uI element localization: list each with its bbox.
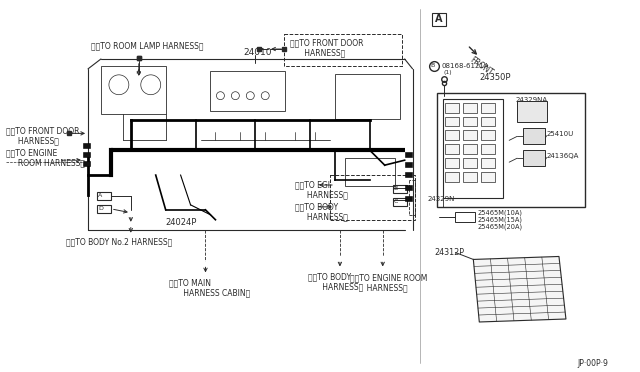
Bar: [445, 144, 460, 154]
Bar: [444, 99, 503, 198]
Text: A: A: [98, 193, 102, 198]
Bar: [83, 152, 90, 157]
Bar: [445, 131, 460, 140]
Bar: [445, 103, 460, 113]
Text: Ⓓ〈TO ENGINE ROOM
       HARNESS〉: Ⓓ〈TO ENGINE ROOM HARNESS〉: [350, 273, 428, 293]
Polygon shape: [474, 256, 566, 322]
Bar: [463, 172, 477, 182]
Bar: [83, 143, 90, 148]
Bar: [481, 131, 495, 140]
Text: 24350P: 24350P: [479, 73, 511, 82]
Text: FRONT: FRONT: [468, 55, 495, 77]
Bar: [404, 152, 412, 157]
Text: Ⓙ〈TO BODY
      HARNESS〉: Ⓙ〈TO BODY HARNESS〉: [308, 272, 364, 292]
Text: A: A: [435, 14, 442, 24]
Bar: [456, 212, 476, 222]
Text: Ⓛ〈TO FRONT DOOR
      HARNESS〉: Ⓛ〈TO FRONT DOOR HARNESS〉: [290, 38, 364, 58]
Bar: [404, 185, 412, 190]
Text: 25465M(20A): 25465M(20A): [477, 224, 522, 230]
Bar: [523, 128, 545, 144]
Bar: [211, 71, 285, 110]
Text: B: B: [394, 186, 398, 191]
Text: JP·00P·9: JP·00P·9: [578, 359, 609, 368]
Text: 24136QA: 24136QA: [547, 153, 579, 159]
Text: Ⓘ〈TO BODY
     HARNESS〉: Ⓘ〈TO BODY HARNESS〉: [295, 202, 348, 221]
Bar: [404, 196, 412, 201]
Bar: [463, 144, 477, 154]
Text: B: B: [430, 63, 435, 68]
Bar: [345, 158, 395, 186]
Text: 24329N: 24329N: [428, 196, 455, 202]
Text: Ⓜ〈TO ROOM LAMP HARNESS〉: Ⓜ〈TO ROOM LAMP HARNESS〉: [91, 41, 204, 50]
Bar: [393, 185, 406, 193]
Text: 24329NA: 24329NA: [515, 97, 547, 103]
Text: 08168-6121A: 08168-6121A: [442, 63, 489, 69]
Text: 25410U: 25410U: [547, 131, 574, 137]
Bar: [463, 158, 477, 168]
Bar: [284, 34, 402, 66]
Bar: [481, 116, 495, 126]
Bar: [431, 13, 447, 26]
Bar: [330, 175, 415, 220]
Text: Ⓡ〈TO MAIN
      HARNESS CABIN〉: Ⓡ〈TO MAIN HARNESS CABIN〉: [169, 278, 250, 298]
Text: 24312P: 24312P: [435, 247, 465, 257]
Text: (1): (1): [444, 70, 452, 75]
Bar: [83, 161, 90, 166]
Bar: [393, 198, 406, 206]
Bar: [481, 172, 495, 182]
Text: Ⓞ〈TO EGI
     HARNESS〉: Ⓞ〈TO EGI HARNESS〉: [295, 180, 348, 199]
Bar: [101, 66, 166, 113]
Bar: [97, 192, 111, 200]
Bar: [463, 103, 477, 113]
Bar: [445, 172, 460, 182]
Bar: [335, 74, 399, 119]
Bar: [404, 162, 412, 167]
Bar: [438, 93, 585, 207]
Bar: [97, 205, 111, 213]
Bar: [445, 158, 460, 168]
Bar: [481, 103, 495, 113]
Text: 25465M(10A): 25465M(10A): [477, 210, 522, 217]
Bar: [523, 150, 545, 166]
Text: 25465M(15A): 25465M(15A): [477, 217, 522, 223]
Bar: [404, 172, 412, 177]
Bar: [517, 101, 547, 122]
Bar: [463, 131, 477, 140]
Text: 24010: 24010: [243, 48, 272, 57]
Bar: [463, 116, 477, 126]
Bar: [481, 158, 495, 168]
Bar: [445, 116, 460, 126]
Bar: [481, 144, 495, 154]
Text: 24024P: 24024P: [166, 218, 197, 227]
Text: Ⓚ〈TO FRONT DOOR
     HARNESS〉: Ⓚ〈TO FRONT DOOR HARNESS〉: [6, 126, 80, 146]
Text: Ⓒ〈TO ENGINE
     ROOM HARNESS〉: Ⓒ〈TO ENGINE ROOM HARNESS〉: [6, 148, 85, 168]
Text: C: C: [394, 199, 398, 204]
Text: D: D: [98, 206, 103, 211]
Text: Ⓝ〈TO BODY No.2 HARNESS〉: Ⓝ〈TO BODY No.2 HARNESS〉: [66, 238, 172, 247]
